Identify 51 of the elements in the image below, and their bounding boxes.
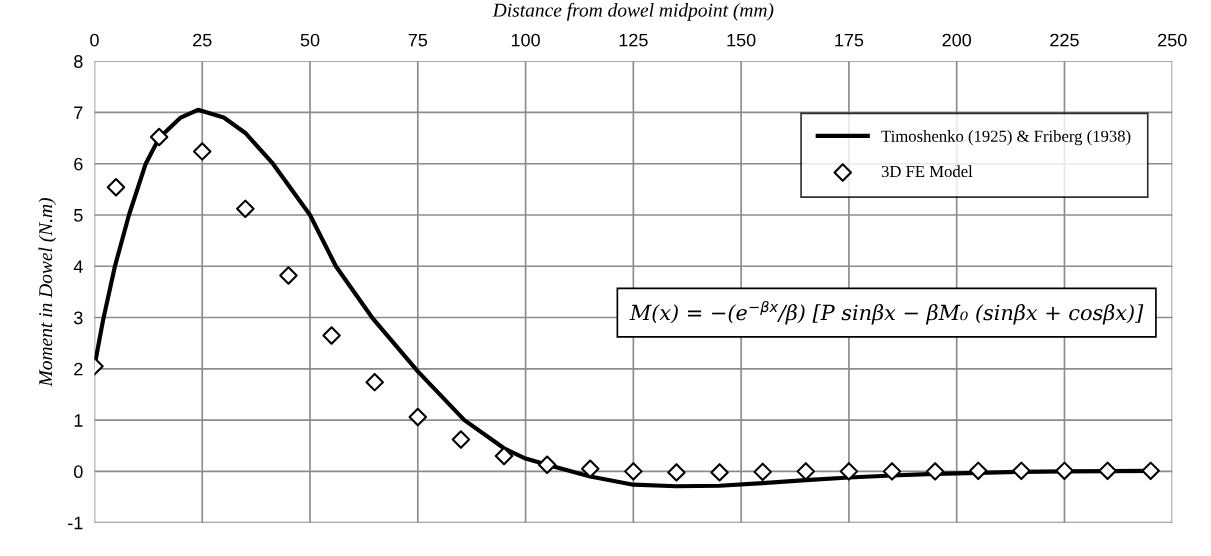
x-axis-title: Distance from dowel midpoint (mm) [492,2,774,21]
point [106,178,126,197]
point [322,326,341,345]
x-tick-label: 75 [408,33,428,47]
point [192,142,212,161]
point [451,430,471,449]
y-tick-label: 8 [74,55,83,68]
point [365,372,384,392]
y-tick-label: -1 [68,516,83,530]
point [624,462,643,481]
x-tick-label: 250 [1158,33,1187,47]
y-tick-label: 3 [73,311,83,325]
point [839,462,859,481]
x-tick-label: 175 [835,33,864,47]
point [149,127,169,147]
point [1012,461,1031,481]
x-tick-label: 50 [300,33,320,47]
legend-label: Timoshenko (1925) & Friberg (1938) [881,130,1131,146]
point [968,461,988,481]
annotation: M(x) = −(e$^{−βx}$/β) [P sinβx − βM₀ (sinβx + cosβx)] [629,300,1144,325]
point [710,463,729,482]
y-tick-label: 7 [74,106,83,119]
point [236,199,255,219]
point [1098,461,1117,481]
point [925,462,945,481]
point [796,462,816,481]
x-tick-label: 200 [942,33,972,47]
point [494,446,514,466]
y-tick-label: 0 [74,465,83,479]
y-tick-label: 2 [74,362,83,376]
x-tick-label: 100 [511,33,540,47]
y-tick-label: 6 [74,157,83,171]
point [279,266,298,285]
point [1141,461,1160,481]
point [753,462,772,482]
y-tick-label: 5 [74,209,83,222]
x-tick-label: 225 [1050,33,1079,47]
point [537,455,557,474]
y-axis-title: Moment in Dowel (N.m) [38,197,57,387]
x-tick-label: 25 [193,33,212,47]
x-tick-label: 150 [727,33,756,47]
point [408,407,428,427]
point [580,459,600,479]
y-tick-label: 4 [73,260,83,273]
point [882,462,902,481]
x-tick-label: 125 [619,33,648,47]
point [1055,461,1074,481]
point [667,463,686,482]
x-tick-label: 0 [90,33,99,47]
y-tick-label: 1 [74,414,83,427]
legend-label: 3D FE Model [881,165,973,178]
